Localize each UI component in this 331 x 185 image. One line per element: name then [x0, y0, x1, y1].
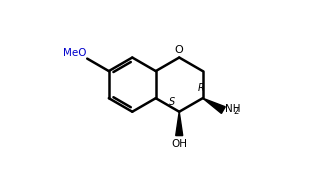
Text: 2: 2 — [233, 107, 238, 116]
Text: NH: NH — [225, 104, 241, 114]
Text: MeO: MeO — [63, 48, 86, 58]
Text: OH: OH — [171, 139, 187, 149]
Text: O: O — [175, 45, 184, 55]
Polygon shape — [176, 112, 183, 136]
Text: R: R — [198, 83, 204, 93]
Text: S: S — [168, 97, 175, 107]
Polygon shape — [203, 98, 225, 113]
